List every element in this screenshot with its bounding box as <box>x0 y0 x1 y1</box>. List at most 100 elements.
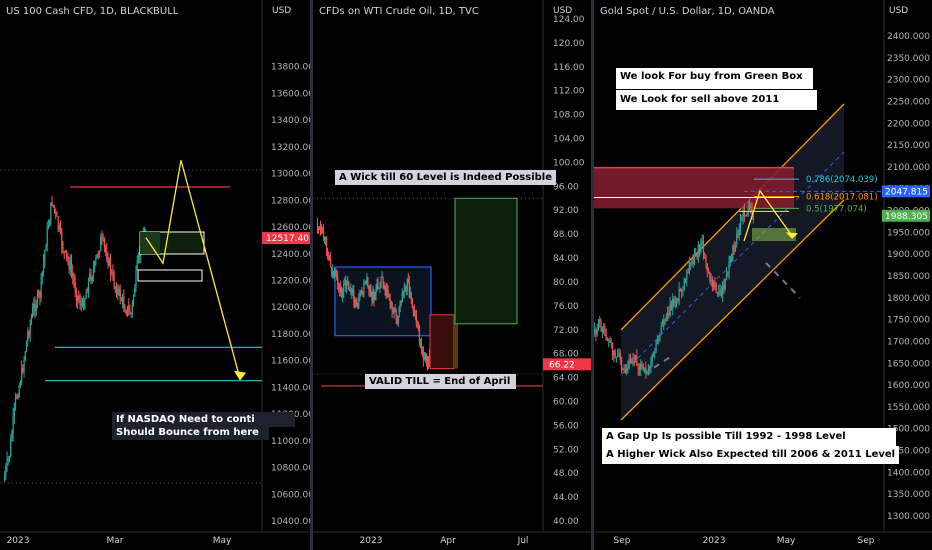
gold-chart[interactable]: USD 2400.000 2350.000 2300.000 2250.000 2200.… <box>594 0 932 550</box>
crude-candle <box>392 310 394 312</box>
crude-y-tick: 40.00 <box>553 517 579 527</box>
nasdaq-candle <box>108 258 110 266</box>
gold-candle <box>664 320 666 322</box>
crude-candle <box>380 277 382 287</box>
nasdaq-chart[interactable]: USD 13800.00 13600.00 13400.00 13200.00 13000… <box>0 0 310 550</box>
gold-panel[interactable]: USD 2400.000 2350.000 2300.000 2250.000 2200.… <box>594 0 932 550</box>
nasdaq-candle <box>89 274 91 279</box>
crude-oil-panel[interactable]: USD 124.00 120.00 116.00 112.00 108.00 104.00 1… <box>313 0 591 550</box>
nasdaq-candle <box>77 295 79 301</box>
crude-candle <box>354 301 356 307</box>
nasdaq-candle <box>75 292 77 301</box>
crude-candle <box>373 291 375 300</box>
gold-candle <box>638 368 641 371</box>
crude-candle <box>322 231 325 241</box>
nasdaq-candle <box>96 254 98 259</box>
gold-candle <box>629 359 632 364</box>
crude-candle <box>347 281 349 286</box>
crude-y-tick: 92.00 <box>553 206 579 216</box>
nasdaq-candle <box>135 269 137 289</box>
nasdaq-y-tick: 12000.00 <box>271 303 310 313</box>
gold-candle <box>628 359 630 367</box>
nasdaq-candle <box>107 259 109 266</box>
crude-candle <box>376 282 378 291</box>
gold-candle <box>684 278 687 280</box>
gold-projection-arrow <box>743 189 793 242</box>
gold-arrow-head <box>786 232 798 239</box>
gold-candle <box>605 333 607 341</box>
crude-candle <box>423 358 426 360</box>
crude-candle <box>357 306 359 308</box>
gold-candle <box>701 240 703 245</box>
nasdaq-candle <box>62 246 64 252</box>
gold-candle <box>641 363 643 366</box>
crude-price-tag-bg <box>543 358 591 371</box>
crude-candle <box>403 289 405 292</box>
nasdaq-candle <box>130 313 132 315</box>
crude-candle <box>417 325 419 327</box>
nasdaq-candle <box>120 299 123 301</box>
crude-y-tick: 108.00 <box>553 111 585 121</box>
nasdaq-candle <box>124 308 126 313</box>
nasdaq-note-2: Should Bounce from here <box>112 425 269 440</box>
gold-candle <box>716 292 719 294</box>
crude-candle <box>424 353 427 359</box>
gold-candle <box>743 210 745 217</box>
gold-candle <box>610 342 612 344</box>
nasdaq-candle <box>18 385 20 397</box>
crude-candle <box>346 285 348 289</box>
panel-divider-1[interactable] <box>310 0 313 550</box>
gold-candle <box>624 369 626 374</box>
crude-candle <box>375 290 377 294</box>
nasdaq-candle <box>44 250 46 262</box>
crude-candle <box>363 284 365 294</box>
gold-candle <box>700 244 702 252</box>
gold-candle <box>632 358 634 360</box>
crude-candle <box>340 286 342 292</box>
nasdaq-candle <box>33 304 35 309</box>
crude-candle <box>421 348 424 352</box>
crude-candle <box>382 276 384 285</box>
crude-candle <box>390 301 392 304</box>
panel-divider-2[interactable] <box>591 0 594 550</box>
nasdaq-candle <box>58 226 60 229</box>
nasdaq-candle <box>61 230 63 247</box>
gold-y-tick: 1650.000 <box>887 359 930 369</box>
gold-y-tick: 1450.000 <box>887 447 930 457</box>
nasdaq-candle <box>46 227 48 246</box>
crude-green-box <box>454 197 518 325</box>
nasdaq-candle <box>119 288 121 300</box>
gold-candle <box>710 280 712 282</box>
nasdaq-candle <box>64 250 67 252</box>
nasdaq-candle <box>13 406 15 416</box>
gold-candle <box>732 245 734 261</box>
nasdaq-candle <box>100 236 102 252</box>
nasdaq-candle <box>63 251 65 253</box>
nasdaq-candle <box>125 312 127 314</box>
gold-candle <box>617 353 619 357</box>
gold-y-tick: 1900.000 <box>887 250 930 260</box>
nasdaq-candle <box>109 258 112 273</box>
nasdaq-candle <box>106 250 108 260</box>
gold-fib-label: 0.786(2074.039) <box>806 175 878 185</box>
gold-candle <box>711 280 713 287</box>
gold-candle <box>707 271 710 273</box>
nasdaq-candle <box>78 295 80 300</box>
crude-candle <box>353 290 355 302</box>
nasdaq-panel[interactable]: USD 13800.00 13600.00 13400.00 13200.00 13000… <box>0 0 310 550</box>
gold-fib-label: 0.618(2017.081) <box>806 193 878 203</box>
crude-candle <box>428 356 431 364</box>
nasdaq-candle <box>122 296 124 301</box>
crude-candle <box>419 339 421 342</box>
nasdaq-candle <box>40 276 42 298</box>
crude-y-tick: 68.00 <box>553 350 579 360</box>
gold-dashed-down-path <box>765 262 801 299</box>
gold-candle <box>646 371 648 374</box>
crude-y-tick: 72.00 <box>553 326 579 336</box>
crude-candle <box>337 277 339 285</box>
crude-candle <box>329 257 331 260</box>
nasdaq-candle <box>126 306 129 314</box>
nasdaq-candle <box>90 274 92 281</box>
crude-candle <box>383 284 385 287</box>
